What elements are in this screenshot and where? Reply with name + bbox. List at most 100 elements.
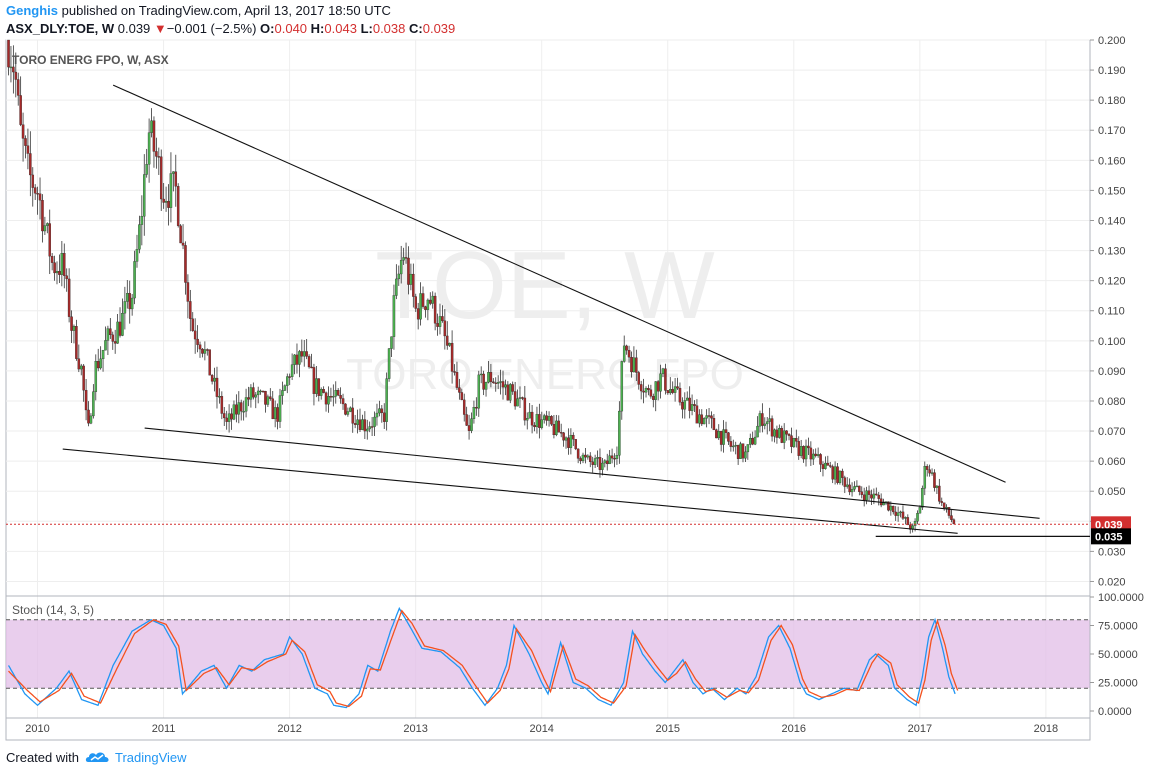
candle: [293, 354, 296, 375]
candle: [223, 406, 226, 426]
time-axis[interactable]: 2010 2011 2012 2013 2014 2015 2016 2017 2018: [25, 723, 1058, 735]
price-tick-label: 0.020: [1098, 576, 1126, 588]
trendline-middle[interactable]: [144, 427, 1040, 519]
candle: [858, 485, 861, 496]
candle: [356, 409, 359, 434]
close-value: 0.039: [422, 21, 456, 36]
candle: [715, 428, 718, 439]
candle: [535, 406, 539, 434]
candle: [227, 404, 231, 433]
candle: [521, 396, 524, 401]
candle: [174, 154, 178, 207]
candle: [816, 447, 820, 458]
candle: [290, 353, 294, 381]
candle: [77, 344, 81, 373]
candle: [256, 386, 260, 404]
candle: [564, 436, 568, 449]
candle: [375, 403, 379, 426]
candle: [213, 367, 216, 392]
candle: [218, 388, 221, 404]
price-tick-label: 0.120: [1098, 276, 1126, 288]
price-tick-label: 0.160: [1098, 155, 1126, 167]
candle: [572, 432, 575, 447]
candle: [853, 481, 856, 492]
candle: [591, 456, 594, 473]
candle: [533, 422, 536, 432]
change-value: −0.001 (−2.5%): [166, 21, 257, 36]
candle: [615, 446, 619, 465]
stoch-series-k: [7, 606, 956, 709]
candle: [470, 412, 473, 434]
candle: [933, 469, 936, 492]
symbol-label: ASX_DLY:TOE, W: [6, 21, 115, 36]
candle: [613, 453, 616, 468]
candle: [312, 363, 316, 406]
candle: [186, 274, 190, 319]
candle: [261, 390, 265, 393]
candle: [792, 437, 796, 448]
candle: [446, 321, 449, 350]
candle: [513, 381, 517, 410]
candle: [443, 308, 447, 350]
candle: [118, 307, 122, 338]
candle: [496, 375, 500, 390]
candle: [635, 349, 638, 382]
price-axis[interactable]: 0.200 0.190 0.180 0.170 0.160 0.150 0.140 0.130…: [1090, 35, 1126, 588]
candle: [763, 417, 767, 430]
candle: [848, 478, 851, 496]
candle: [29, 131, 32, 197]
candle: [179, 224, 182, 244]
candle: [603, 459, 607, 468]
candle: [92, 384, 95, 419]
candle: [707, 407, 711, 425]
candle: [761, 403, 764, 433]
candle: [99, 346, 102, 370]
candle: [596, 450, 599, 468]
last-price: 0.039: [117, 21, 151, 36]
candle: [875, 487, 878, 496]
candle: [538, 403, 541, 439]
candle: [140, 195, 144, 246]
candle: [758, 410, 762, 433]
candle: [727, 432, 730, 445]
candle: [31, 167, 35, 207]
candle: [942, 502, 946, 511]
candle: [453, 364, 456, 376]
candle: [341, 393, 345, 410]
trendline-upper[interactable]: [112, 84, 1006, 483]
candle: [795, 429, 798, 448]
candle: [298, 349, 301, 378]
candle: [247, 386, 250, 407]
author-link[interactable]: Genghis: [6, 3, 59, 18]
candle: [206, 348, 209, 356]
candle: [203, 341, 207, 361]
candle: [373, 411, 376, 436]
tradingview-brand: TradingView: [114, 749, 187, 765]
chart-title: TORO ENERG FPO, W, ASX: [12, 53, 169, 67]
candle: [84, 378, 88, 421]
trendlines[interactable]: [62, 84, 1040, 534]
candle: [676, 377, 679, 390]
candle: [273, 400, 277, 428]
candle: [654, 381, 657, 412]
candle: [867, 485, 871, 501]
candle: [719, 430, 723, 452]
candle: [809, 441, 813, 466]
candle: [302, 339, 306, 367]
candle: [271, 391, 274, 420]
candle: [421, 286, 425, 309]
candle: [542, 413, 546, 424]
candle: [220, 391, 224, 420]
candle: [928, 464, 931, 477]
stoch-axis[interactable]: 100.0000 75.0000 50.0000 25.0000 0.0000: [1090, 592, 1144, 718]
candle: [683, 392, 687, 419]
price-tick-label: 0.200: [1098, 35, 1126, 47]
tradingview-link[interactable]: TradingView: [85, 750, 187, 765]
trendline-lower[interactable]: [62, 448, 958, 534]
price-tick-label: 0.190: [1098, 65, 1126, 77]
price-chart[interactable]: TOE, W TORO ENERG FPO 0.200 0.190 0.180 0.1…: [0, 0, 1154, 746]
candle: [814, 448, 817, 458]
candle: [210, 373, 214, 385]
candle: [448, 342, 451, 348]
candle: [138, 215, 141, 254]
